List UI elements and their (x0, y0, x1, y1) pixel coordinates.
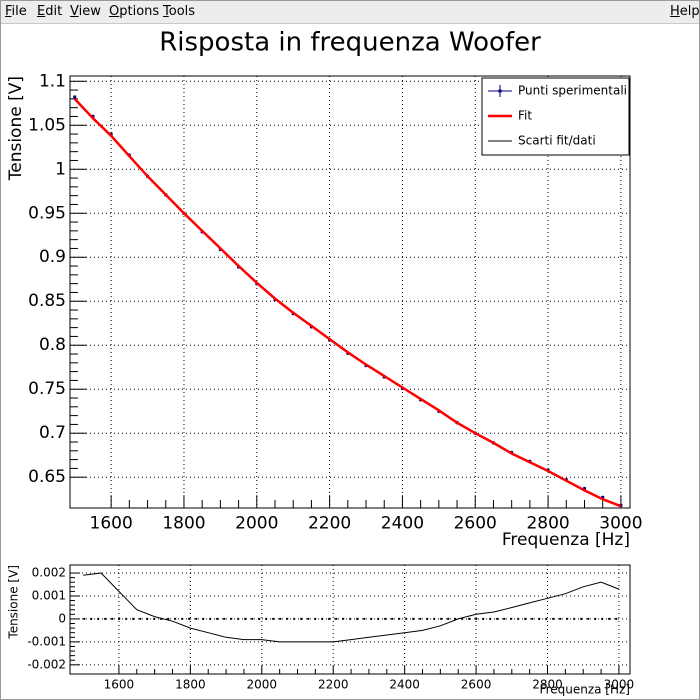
y-tick-label: 0.002 (32, 566, 66, 580)
y-tick-label: -0.002 (27, 657, 66, 671)
data-point (582, 487, 586, 491)
x-tick-label: 2000 (235, 513, 278, 533)
y-tick-label: 0.75 (28, 379, 66, 399)
legend-label: Punti sperimentali (518, 84, 627, 98)
x-axis-title: Frequenza [Hz] (540, 683, 630, 697)
legend-symbol (498, 89, 502, 93)
y-tick-label: 0 (58, 611, 66, 625)
menu-item[interactable]: File (5, 4, 27, 19)
y-tick-label: 0.85 (28, 291, 66, 311)
y-axis-title: Tensione [V] (6, 76, 26, 181)
data-point (601, 495, 605, 499)
x-tick-label: 3000 (604, 677, 635, 691)
x-tick-label: 3000 (599, 513, 642, 533)
data-point (73, 95, 77, 99)
x-tick-label: 2200 (318, 677, 349, 691)
menu-item[interactable]: View (70, 4, 101, 19)
y-tick-label: 1 (55, 159, 66, 179)
y-tick-label: 1.05 (28, 115, 66, 135)
y-tick-label: 0.65 (28, 467, 66, 487)
x-tick-label: 2200 (308, 513, 351, 533)
x-axis-title: Frequenza [Hz] (502, 530, 630, 550)
y-tick-label: -0.001 (27, 634, 66, 648)
y-tick-label: 0.001 (32, 588, 66, 602)
menu-item[interactable]: Options (109, 4, 160, 19)
x-tick-label: 2800 (532, 677, 563, 691)
x-tick-label: 2000 (247, 677, 278, 691)
x-tick-label: 1800 (175, 677, 206, 691)
x-tick-label: 2400 (381, 513, 424, 533)
menu-item[interactable]: Tools (163, 4, 196, 19)
y-tick-label: 0.9 (39, 247, 66, 267)
series-line (83, 572, 620, 643)
canvas: Risposta in frequenza Woofer 0.65 0.7 0.75… (6, 28, 643, 697)
legend-label: Fit (518, 109, 532, 123)
x-tick-label: 2800 (526, 513, 569, 533)
x-tick-label: 2600 (454, 513, 497, 533)
y-tick-label: 0.95 (28, 203, 66, 223)
menu-bar: File Edit View Options Tools Help (1, 1, 700, 24)
series-line (73, 98, 622, 508)
x-tick-label: 1800 (162, 513, 205, 533)
x-tick-label: 1600 (104, 677, 135, 691)
menu-item[interactable]: Edit (37, 4, 63, 19)
menu-item[interactable]: Help (670, 4, 700, 19)
y-tick-label: 0.7 (39, 423, 66, 443)
y-tick-label: 1.1 (39, 71, 66, 91)
x-tick-label: 2400 (389, 677, 420, 691)
y-axis-title: Tensione [V] (7, 565, 21, 640)
x-tick-label: 2600 (461, 677, 492, 691)
legend-label: Scarti fit/dati (518, 134, 596, 148)
chart-title: Risposta in frequenza Woofer (159, 28, 541, 58)
data-point (109, 132, 113, 136)
y-tick-label: 0.8 (39, 335, 66, 355)
x-tick-label: 1600 (90, 513, 133, 533)
